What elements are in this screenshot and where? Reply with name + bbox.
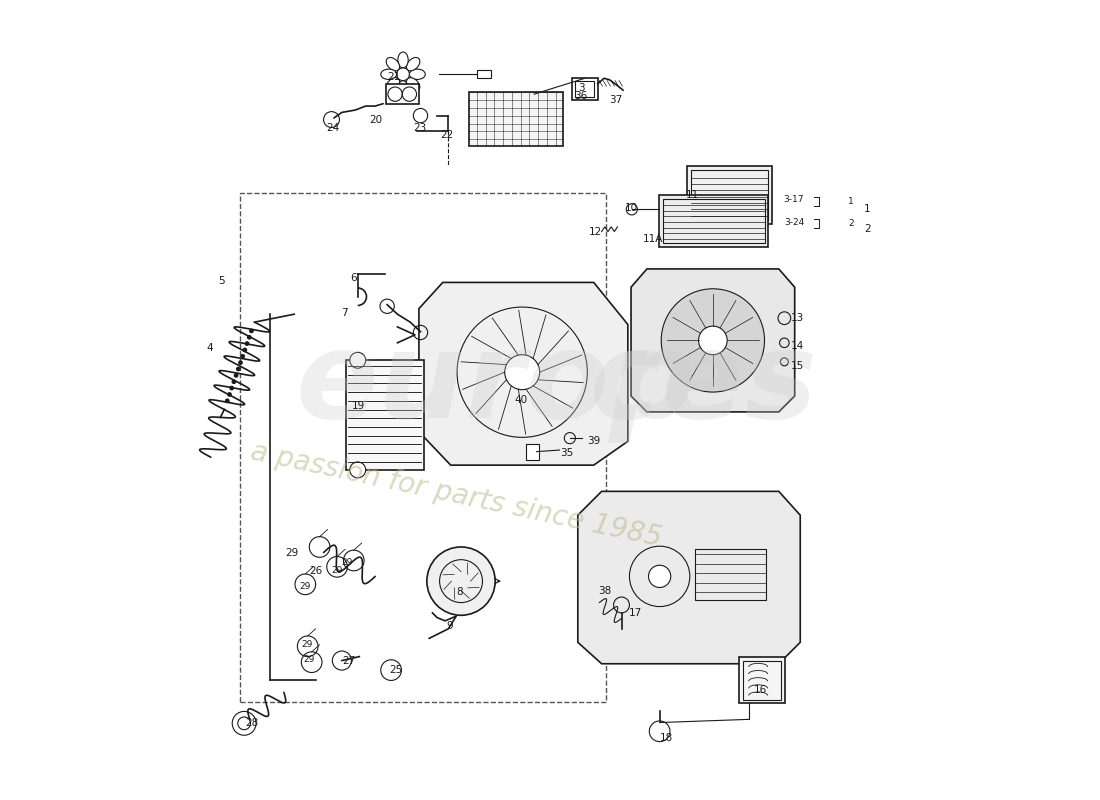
Circle shape — [238, 360, 243, 365]
Text: 10: 10 — [625, 202, 638, 213]
Text: 26: 26 — [309, 566, 322, 576]
Circle shape — [242, 347, 248, 352]
Text: 29: 29 — [342, 558, 353, 567]
Text: 29: 29 — [331, 566, 343, 575]
Text: 17: 17 — [629, 608, 642, 618]
Ellipse shape — [409, 69, 426, 79]
Text: 9: 9 — [447, 622, 453, 631]
Ellipse shape — [398, 52, 408, 68]
Polygon shape — [419, 282, 628, 465]
Bar — [691, 170, 769, 220]
Ellipse shape — [661, 289, 764, 392]
Circle shape — [227, 392, 232, 397]
Circle shape — [229, 386, 234, 390]
Text: 12: 12 — [588, 226, 602, 237]
Polygon shape — [631, 269, 794, 412]
Bar — [663, 199, 764, 242]
Ellipse shape — [406, 78, 420, 91]
Text: 21: 21 — [387, 72, 400, 82]
Ellipse shape — [406, 58, 420, 71]
Bar — [659, 195, 769, 246]
Bar — [744, 662, 781, 699]
Circle shape — [323, 112, 340, 127]
Text: 29: 29 — [286, 547, 299, 558]
Text: 40: 40 — [515, 395, 527, 405]
Text: 19: 19 — [351, 401, 364, 410]
Bar — [469, 92, 563, 146]
Text: 3-24: 3-24 — [784, 218, 804, 226]
Text: 4: 4 — [207, 343, 213, 354]
Text: 2: 2 — [864, 224, 870, 234]
Text: 7: 7 — [341, 308, 348, 318]
Text: 20: 20 — [370, 115, 383, 126]
Text: 24: 24 — [326, 122, 339, 133]
Circle shape — [246, 335, 252, 340]
Text: 29: 29 — [304, 655, 315, 664]
Circle shape — [427, 547, 495, 615]
Text: 11: 11 — [686, 190, 700, 200]
Text: ces: ces — [590, 326, 817, 442]
Text: a passion for parts since 1985: a passion for parts since 1985 — [249, 438, 664, 553]
Text: 2: 2 — [848, 219, 854, 228]
Bar — [386, 84, 419, 104]
Text: 1: 1 — [848, 197, 854, 206]
Bar — [526, 445, 539, 460]
Circle shape — [231, 379, 236, 384]
Circle shape — [224, 398, 230, 403]
Text: 3: 3 — [578, 82, 584, 93]
Circle shape — [240, 354, 245, 358]
Bar — [240, 194, 606, 702]
Circle shape — [249, 329, 254, 334]
Text: 37: 37 — [609, 94, 623, 105]
Text: 27: 27 — [342, 655, 355, 666]
Circle shape — [649, 566, 671, 587]
Text: 18: 18 — [660, 733, 673, 742]
Text: 6: 6 — [350, 273, 356, 282]
Text: 35: 35 — [560, 448, 573, 458]
Text: 15: 15 — [791, 361, 804, 371]
Circle shape — [350, 352, 365, 368]
Text: 1: 1 — [864, 204, 870, 214]
Circle shape — [233, 373, 239, 378]
Text: 13: 13 — [791, 313, 804, 323]
Text: 25: 25 — [389, 665, 403, 675]
Text: 3-17: 3-17 — [783, 195, 804, 204]
Bar — [575, 82, 594, 98]
Text: 11A: 11A — [642, 234, 663, 244]
Text: 22: 22 — [440, 130, 453, 141]
Ellipse shape — [386, 78, 399, 91]
Bar — [739, 658, 785, 703]
Polygon shape — [578, 491, 801, 664]
Text: 8: 8 — [456, 587, 463, 598]
Circle shape — [235, 366, 241, 371]
Text: 28: 28 — [245, 718, 258, 728]
Text: 39: 39 — [587, 436, 601, 446]
Circle shape — [505, 354, 540, 390]
Circle shape — [350, 462, 365, 478]
Text: 36: 36 — [574, 90, 587, 101]
Ellipse shape — [381, 69, 397, 79]
Bar — [477, 70, 492, 78]
Text: 16: 16 — [755, 685, 768, 695]
Bar — [345, 360, 424, 470]
Text: 14: 14 — [791, 341, 804, 351]
Circle shape — [397, 68, 409, 81]
Text: 38: 38 — [597, 586, 611, 596]
Ellipse shape — [386, 58, 399, 71]
Bar — [694, 549, 766, 600]
Text: europ: europ — [296, 326, 697, 442]
Circle shape — [244, 342, 250, 346]
Text: 29: 29 — [301, 640, 312, 649]
Text: 5: 5 — [218, 276, 224, 286]
Bar — [686, 166, 772, 224]
Text: 29: 29 — [300, 582, 311, 591]
Circle shape — [698, 326, 727, 354]
Ellipse shape — [398, 81, 408, 97]
Text: 23: 23 — [414, 122, 427, 133]
Bar — [572, 78, 597, 101]
